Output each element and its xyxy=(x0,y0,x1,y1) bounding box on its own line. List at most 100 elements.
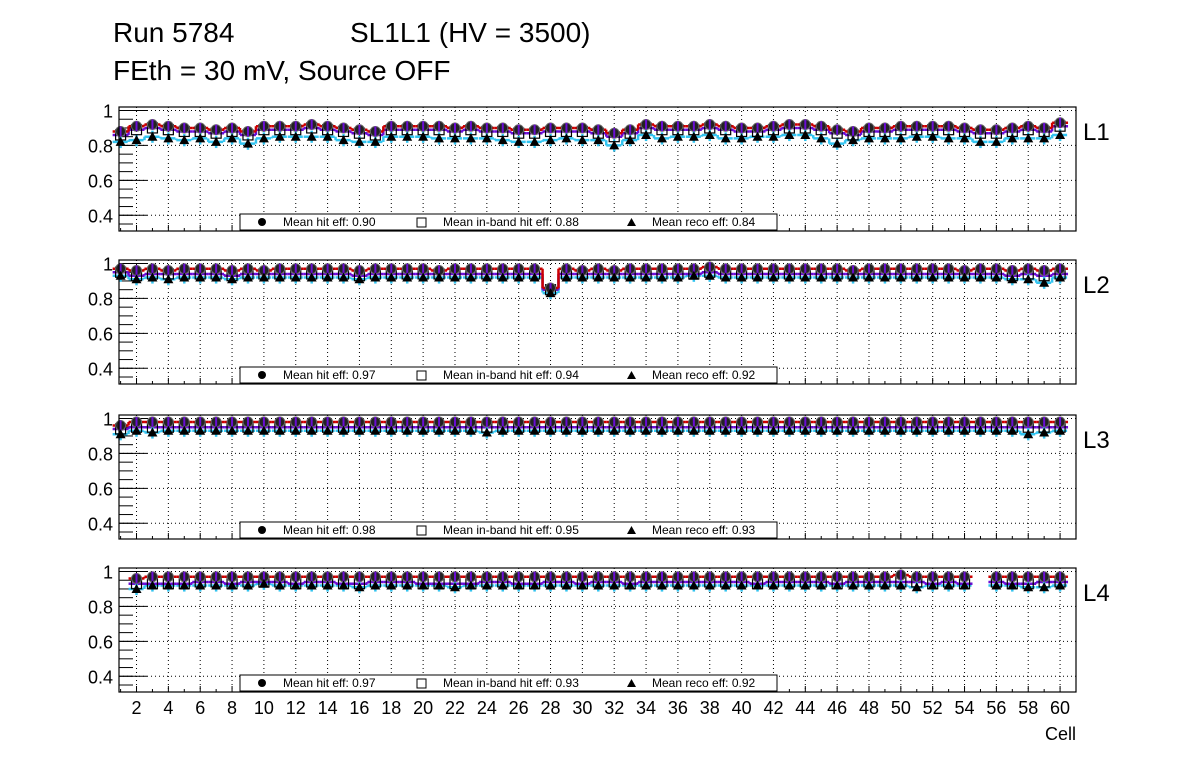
reco-marker xyxy=(879,133,890,143)
reco-marker xyxy=(179,580,190,590)
reco-marker xyxy=(879,272,890,282)
y-tick-label: 0.4 xyxy=(88,514,113,534)
reco-marker xyxy=(418,131,429,141)
title-settings: FEth = 30 mV, Source OFF xyxy=(113,55,450,86)
panel-label: L2 xyxy=(1083,272,1110,299)
reco-marker xyxy=(927,272,938,282)
reco-marker xyxy=(593,272,604,282)
reco-marker xyxy=(545,288,556,298)
legend-reco-marker xyxy=(627,679,636,687)
reco-marker xyxy=(481,580,492,590)
reco-marker xyxy=(529,425,540,435)
reco-marker xyxy=(656,133,667,143)
reco-marker xyxy=(672,425,683,435)
reco-marker xyxy=(959,580,970,590)
reco-marker xyxy=(242,272,253,282)
panel-l3: 0.4 0.6 0.8 1 Mean hit eff: 0.98 Mean in-band… xyxy=(88,409,1110,540)
reco-marker xyxy=(943,133,954,143)
reco-marker xyxy=(163,274,174,284)
y-tick-label: 0.4 xyxy=(88,667,113,687)
reco-marker xyxy=(704,129,715,139)
reco-marker xyxy=(179,425,190,435)
reco-marker xyxy=(386,580,397,590)
reco-marker xyxy=(1023,274,1034,284)
reco-marker xyxy=(768,425,779,435)
x-tick-label: 22 xyxy=(445,698,465,718)
reco-marker xyxy=(848,135,859,145)
reco-marker xyxy=(545,135,556,145)
reco-marker xyxy=(800,580,811,590)
reco-marker xyxy=(975,136,986,146)
reco-marker xyxy=(449,425,460,435)
reco-marker xyxy=(1055,272,1066,282)
legend-hit-label: Mean hit eff: 0.90 xyxy=(283,215,376,229)
reco-marker xyxy=(816,425,827,435)
reco-marker xyxy=(768,580,779,590)
reco-marker xyxy=(832,138,843,148)
y-tick-label: 0.6 xyxy=(88,324,113,344)
y-tick-label: 1 xyxy=(103,562,113,582)
legend-reco-label: Mean reco eff: 0.93 xyxy=(652,523,756,537)
reco-marker xyxy=(131,135,142,145)
reco-marker xyxy=(800,272,811,282)
reco-marker xyxy=(274,131,285,141)
reco-marker xyxy=(163,425,174,435)
reco-marker xyxy=(1023,582,1034,592)
legend-inband-label: Mean in-band hit eff: 0.93 xyxy=(443,676,579,690)
reco-marker xyxy=(290,580,301,590)
reco-marker xyxy=(449,133,460,143)
reco-marker xyxy=(1055,129,1066,139)
reco-marker xyxy=(434,425,445,435)
legend-hit-marker xyxy=(258,679,266,687)
reco-marker xyxy=(147,131,158,141)
reco-marker xyxy=(959,133,970,143)
reco-marker xyxy=(863,580,874,590)
reco-marker xyxy=(800,425,811,435)
reco-marker xyxy=(863,425,874,435)
reco-marker xyxy=(338,272,349,282)
reco-marker xyxy=(386,272,397,282)
x-tick-label: 6 xyxy=(195,698,205,718)
panel-frame xyxy=(118,567,1077,693)
reco-marker xyxy=(688,270,699,280)
title-chamber: SL1L1 (HV = 3500) xyxy=(350,17,591,48)
reco-marker xyxy=(959,425,970,435)
legend-reco-label: Mean reco eff: 0.92 xyxy=(652,368,756,382)
reco-marker xyxy=(434,133,445,143)
x-tick-label: 26 xyxy=(509,698,529,718)
reco-marker xyxy=(593,135,604,145)
y-tick-label: 0.6 xyxy=(88,632,113,652)
reco-marker xyxy=(227,580,238,590)
x-tick-label: 48 xyxy=(859,698,879,718)
reco-marker xyxy=(975,425,986,435)
reco-marker xyxy=(290,131,301,141)
reco-marker xyxy=(242,425,253,435)
x-tick-label: 38 xyxy=(700,698,720,718)
reco-marker xyxy=(848,580,859,590)
reco-marker xyxy=(306,272,317,282)
x-tick-label: 42 xyxy=(763,698,783,718)
x-tick-label: 8 xyxy=(227,698,237,718)
legend-box xyxy=(239,366,778,384)
reco-marker xyxy=(561,580,572,590)
reco-marker xyxy=(609,140,620,150)
reco-marker xyxy=(927,580,938,590)
legend-hit-label: Mean hit eff: 0.97 xyxy=(283,676,376,690)
x-tick-label: 44 xyxy=(795,698,815,718)
x-tick-label: 60 xyxy=(1050,698,1070,718)
x-tick-label: 50 xyxy=(891,698,911,718)
reco-marker xyxy=(672,580,683,590)
y-tick-label: 0.6 xyxy=(88,171,113,191)
y-tick-label: 1 xyxy=(103,101,113,121)
reco-marker xyxy=(577,135,588,145)
x-tick-label: 14 xyxy=(318,698,338,718)
reco-marker xyxy=(736,272,747,282)
x-tick-label: 20 xyxy=(413,698,433,718)
y-tick-label: 0.6 xyxy=(88,479,113,499)
x-tick-label: 36 xyxy=(668,698,688,718)
reco-marker xyxy=(720,272,731,282)
reco-marker xyxy=(720,580,731,590)
reco-marker xyxy=(497,580,508,590)
reco-marker xyxy=(736,580,747,590)
reco-marker xyxy=(1039,133,1050,143)
